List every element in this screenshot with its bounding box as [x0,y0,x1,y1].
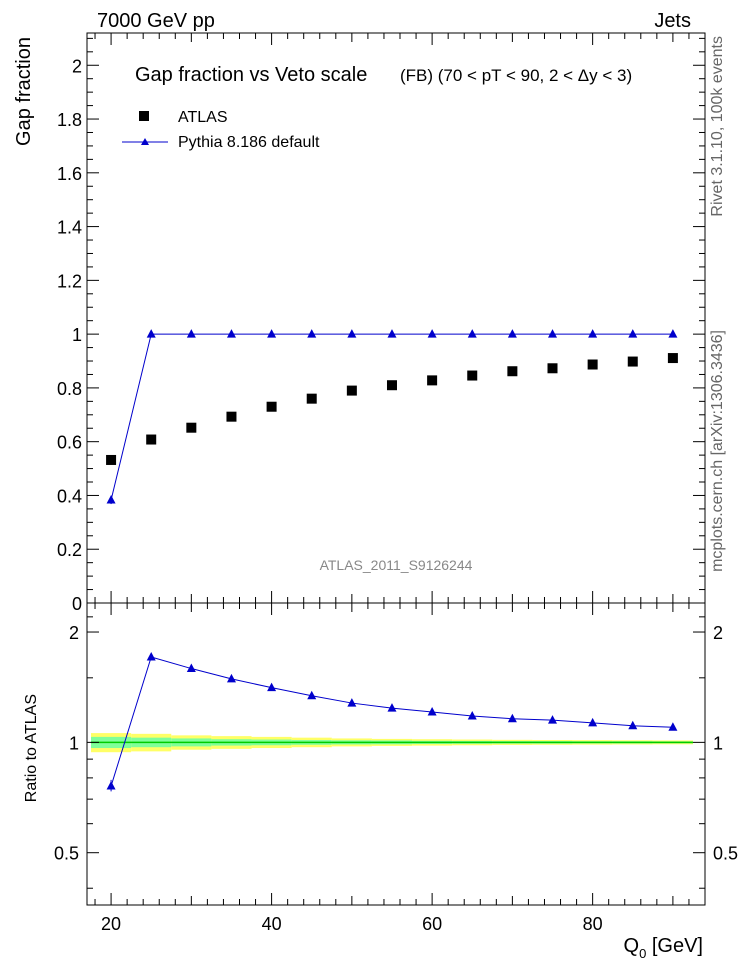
pythia-point [307,329,317,338]
ratio-y-tick-label: 2 [69,623,79,643]
energy-label: 7000 GeV pp [97,10,215,32]
ratio-y-tick-label-right: 0.5 [713,844,738,864]
ratio-x-ticks: 20 40 60 80 [94,603,706,934]
y-tick-label: 0.4 [57,486,82,506]
atlas-point [386,380,397,391]
process-label: Jets [654,10,691,32]
main-y-axis-label: Gap fraction [13,37,35,146]
ratio-point [307,690,317,700]
y-tick-label: 1.8 [57,110,82,130]
y-tick-label: 0.2 [57,540,82,560]
pythia-point [548,329,558,338]
ratio-point [146,651,156,661]
main-y-ticks: 0 0.2 0.4 0.6 0.8 1 1.2 1.4 1.6 1.8 2 [57,37,705,614]
ratio-point [387,703,397,712]
legend-label-pythia: Pythia 8.186 default [178,134,320,151]
analysis-watermark: ATLAS_2011_S9126244 [320,557,473,573]
ratio-point [347,698,357,707]
main-title: Gap fraction vs Veto scale [135,64,367,86]
pythia-line [110,333,673,501]
legend: ATLAS Pythia 8.186 default [122,109,320,151]
ratio-data-series [106,651,678,792]
pythia-point [467,329,477,338]
y-tick-label: 0 [72,594,82,614]
main-data-series [106,329,678,505]
y-tick-label: 0.6 [57,433,82,453]
pythia-point [628,329,638,338]
atlas-point [306,393,317,404]
y-tick-label: 1.4 [57,218,82,238]
pythia-point [507,329,517,338]
ratio-point [226,673,236,683]
ratio-panel: 0.5 0.5 1 1 2 2 20 40 60 80 Ratio to ATLAS Q0 [G… [23,602,738,961]
ratio-point [186,663,196,673]
x-axis-label-main: Q [624,935,640,957]
x-tick-label: 80 [583,914,603,934]
ratio-point [628,720,638,730]
atlas-point [106,454,117,465]
y-tick-label: 0.8 [57,379,82,399]
ratio-y-axis-label: Ratio to ATLAS [23,694,40,802]
rivet-label: Rivet 3.1.10, 100k events [709,36,726,217]
atlas-point [346,385,357,396]
atlas-point [507,366,518,377]
atlas-point [146,434,157,445]
pythia-point [186,329,196,338]
x-axis-label-unit: [GeV] [646,935,703,957]
legend-marker-atlas [139,111,149,121]
main-x-ticks [94,33,706,603]
pythia-point [427,329,437,338]
ratio-point [668,722,678,731]
main-subtitle: (FB) (70 < pT < 90, 2 < Δy < 3) [400,66,632,85]
ratio-y-tick-label-right: 1 [713,733,723,753]
y-tick-label: 2 [72,56,82,76]
ratio-line [110,656,673,787]
pythia-point [146,329,156,338]
ratio-point [507,713,517,723]
atlas-point [467,370,478,381]
ratio-y-ticks: 0.5 0.5 1 1 2 2 [54,616,738,889]
legend-label-atlas: ATLAS [178,109,228,126]
ratio-point [427,707,437,716]
atlas-point [587,359,598,370]
y-tick-label: 1.6 [57,164,82,184]
atlas-point [547,363,558,374]
ratio-point [548,715,558,724]
ratio-point [267,682,277,692]
ratio-y-tick-label: 1 [69,733,79,753]
pythia-point [226,329,236,338]
atlas-point [427,375,438,386]
atlas-point [627,356,638,367]
ratio-uncertainty-band [91,733,693,753]
legend-marker-pythia [141,138,149,145]
x-tick-label: 40 [262,914,282,934]
pythia-point [668,329,678,338]
atlas-point [667,353,678,364]
x-tick-label: 20 [101,914,121,934]
atlas-point [266,401,277,412]
pythia-point [267,329,277,338]
pythia-point [347,329,357,338]
ratio-point [467,711,477,720]
ratio-point [588,717,598,727]
ratio-y-tick-label: 0.5 [54,844,79,864]
y-tick-label: 1.2 [57,271,82,291]
ratio-frame [86,602,706,906]
pythia-point [588,329,598,338]
y-tick-label: 1 [72,325,82,345]
mcplots-label: mcplots.cern.ch [arXiv:1306.3436] [709,330,726,572]
atlas-point [186,422,197,433]
atlas-point [226,411,237,422]
main-panel: 0 0.2 0.4 0.6 0.8 1 1.2 1.4 1.6 1.8 2 Gap fraction… [13,32,706,614]
pythia-point [387,329,397,338]
x-axis-label: Q0 [GeV] [624,935,704,961]
svg-text:Q0 [GeV]: Q0 [GeV] [624,935,704,961]
ratio-y-tick-label-right: 2 [713,623,723,643]
x-tick-label: 60 [422,914,442,934]
x-axis-label-subscript: 0 [639,946,646,961]
